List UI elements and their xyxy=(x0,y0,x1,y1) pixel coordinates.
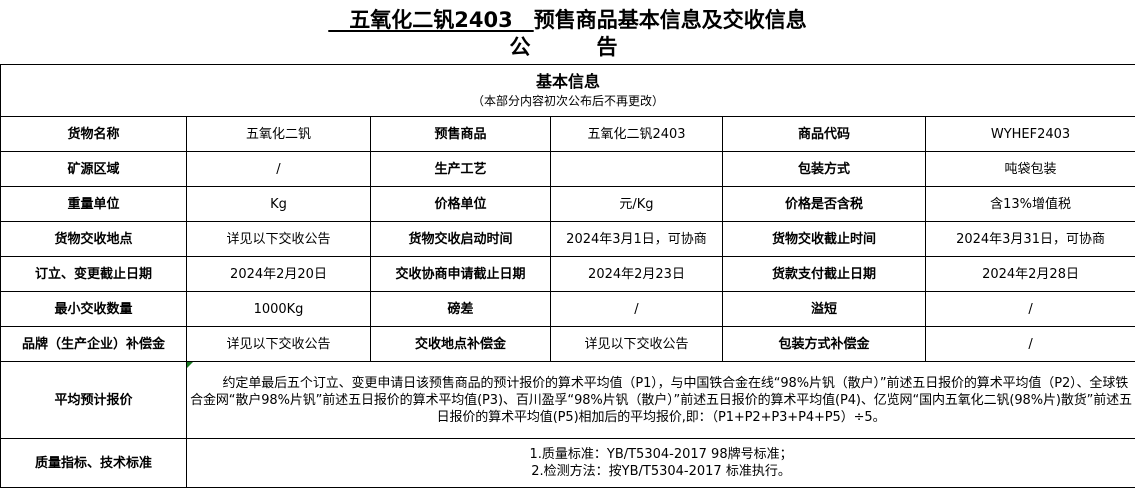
field-value-average-price: 约定单最后五个订立、变更申请日该预售商品的预计报价的算术平均值（P1），与中国铁… xyxy=(187,362,1135,439)
field-value-product-code: WYHEF2403 xyxy=(926,117,1135,152)
field-label-payment-deadline: 货款支付截止日期 xyxy=(723,257,926,292)
field-label-ore-region: 矿源区域 xyxy=(1,152,187,187)
field-label-packaging-method: 包装方式 xyxy=(723,152,926,187)
field-label-presale-product: 预售商品 xyxy=(371,117,551,152)
field-label-product-code: 商品代码 xyxy=(723,117,926,152)
field-label-weighing-tolerance: 磅差 xyxy=(371,292,551,327)
field-label-price-tax-inclusive: 价格是否含税 xyxy=(723,187,926,222)
field-label-delivery-end-time: 货物交收截止时间 xyxy=(723,222,926,257)
field-label-goods-name: 货物名称 xyxy=(1,117,187,152)
field-label-overshort: 溢短 xyxy=(723,292,926,327)
field-label-negotiation-deadline: 交收协商申请截止日期 xyxy=(371,257,551,292)
field-value-packaging-method: 吨袋包装 xyxy=(926,152,1135,187)
field-label-production-process: 生产工艺 xyxy=(371,152,551,187)
field-label-delivery-start-time: 货物交收启动时间 xyxy=(371,222,551,257)
field-label-order-change-deadline: 订立、变更截止日期 xyxy=(1,257,187,292)
field-value-ore-region: / xyxy=(187,152,371,187)
field-label-weight-unit: 重量单位 xyxy=(1,187,187,222)
section-note: （本部分内容初次公布后不再更改） xyxy=(4,93,1132,110)
table-row: 品牌（生产企业）补偿金 详见以下交收公告 交收地点补偿金 详见以下交收公告 包装… xyxy=(1,327,1135,362)
field-label-location-compensation: 交收地点补偿金 xyxy=(371,327,551,362)
field-label-quality-standard: 质量指标、技术标准 xyxy=(1,439,187,488)
field-value-price-tax-inclusive: 含13%增值税 xyxy=(926,187,1135,222)
field-value-presale-product: 五氧化二钒2403 xyxy=(551,117,723,152)
field-value-payment-deadline: 2024年2月28日 xyxy=(926,257,1135,292)
quality-standard-line-1: 1.质量标准：YB/T5304-2017 98牌号标准； xyxy=(190,446,1132,463)
table-row: 重量单位 Kg 价格单位 元/Kg 价格是否含税 含13%增值税 xyxy=(1,187,1135,222)
field-value-min-delivery-quantity: 1000Kg xyxy=(187,292,371,327)
field-label-price-unit: 价格单位 xyxy=(371,187,551,222)
section-header-cell: 基本信息 （本部分内容初次公布后不再更改） xyxy=(1,65,1135,117)
field-value-price-unit: 元/Kg xyxy=(551,187,723,222)
document-title-block: 五氧化二钒2403 预售商品基本信息及交收信息 公 告 xyxy=(0,0,1135,61)
title-rest-segment: 预售商品基本信息及交收信息 xyxy=(534,8,807,32)
table-row: 订立、变更截止日期 2024年2月20日 交收协商申请截止日期 2024年2月2… xyxy=(1,257,1135,292)
field-value-delivery-location: 详见以下交收公告 xyxy=(187,222,371,257)
table-row-section-header: 基本信息 （本部分内容初次公布后不再更改） xyxy=(1,65,1135,117)
field-label-average-price: 平均预计报价 xyxy=(1,362,187,439)
field-value-production-process xyxy=(551,152,723,187)
field-label-delivery-location: 货物交收地点 xyxy=(1,222,187,257)
table-row-quality-standard: 质量指标、技术标准 1.质量标准：YB/T5304-2017 98牌号标准； 2… xyxy=(1,439,1135,488)
field-value-quality-standard: 1.质量标准：YB/T5304-2017 98牌号标准； 2.检测方法：按YB/… xyxy=(187,439,1135,488)
title-underlined-segment: 五氧化二钒2403 xyxy=(328,8,533,32)
field-value-packaging-compensation: / xyxy=(926,327,1135,362)
field-value-brand-compensation: 详见以下交收公告 xyxy=(187,327,371,362)
basic-info-table: 基本信息 （本部分内容初次公布后不再更改） 货物名称 五氧化二钒 预售商品 五氧… xyxy=(0,64,1135,488)
field-value-weighing-tolerance: / xyxy=(551,292,723,327)
field-value-weight-unit: Kg xyxy=(187,187,371,222)
field-value-negotiation-deadline: 2024年2月23日 xyxy=(551,257,723,292)
table-row: 货物名称 五氧化二钒 预售商品 五氧化二钒2403 商品代码 WYHEF2403 xyxy=(1,117,1135,152)
field-label-brand-compensation: 品牌（生产企业）补偿金 xyxy=(1,327,187,362)
page-title: 五氧化二钒2403 预售商品基本信息及交收信息 xyxy=(0,6,1135,34)
comment-marker-icon xyxy=(187,362,193,368)
field-value-location-compensation: 详见以下交收公告 xyxy=(551,327,723,362)
field-label-packaging-compensation: 包装方式补偿金 xyxy=(723,327,926,362)
table-row-average-price: 平均预计报价 约定单最后五个订立、变更申请日该预售商品的预计报价的算术平均值（P… xyxy=(1,362,1135,439)
table-row: 货物交收地点 详见以下交收公告 货物交收启动时间 2024年3月1日，可协商 货… xyxy=(1,222,1135,257)
field-label-min-delivery-quantity: 最小交收数量 xyxy=(1,292,187,327)
quality-standard-line-2: 2.检测方法：按YB/T5304-2017 标准执行。 xyxy=(190,463,1132,480)
table-row: 最小交收数量 1000Kg 磅差 / 溢短 / xyxy=(1,292,1135,327)
field-value-order-change-deadline: 2024年2月20日 xyxy=(187,257,371,292)
field-value-overshort: / xyxy=(926,292,1135,327)
table-row: 矿源区域 / 生产工艺 包装方式 吨袋包装 xyxy=(1,152,1135,187)
section-heading: 基本信息 xyxy=(4,71,1132,93)
average-price-text: 约定单最后五个订立、变更申请日该预售商品的预计报价的算术平均值（P1），与中国铁… xyxy=(190,376,1132,425)
page-subtitle: 公 告 xyxy=(0,34,1135,61)
field-value-delivery-start-time: 2024年3月1日，可协商 xyxy=(551,222,723,257)
field-value-goods-name: 五氧化二钒 xyxy=(187,117,371,152)
field-value-delivery-end-time: 2024年3月31日，可协商 xyxy=(926,222,1135,257)
